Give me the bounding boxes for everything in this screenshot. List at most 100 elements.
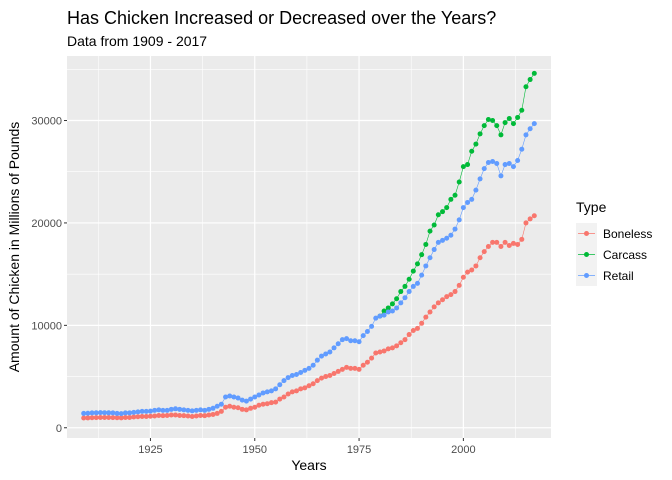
data-point-boneless xyxy=(360,362,366,368)
data-point-carcass xyxy=(465,162,471,168)
data-point-boneless xyxy=(456,282,462,288)
data-point-carcass xyxy=(490,118,496,124)
data-point-retail xyxy=(527,126,533,132)
data-point-retail xyxy=(277,382,283,388)
data-point-carcass xyxy=(435,212,441,218)
data-point-boneless xyxy=(81,415,87,421)
series-retail xyxy=(81,121,537,417)
data-point-retail xyxy=(510,164,516,170)
data-point-retail xyxy=(264,389,270,395)
data-point-retail xyxy=(410,283,416,289)
data-point-retail xyxy=(206,406,212,412)
data-point-retail xyxy=(481,166,487,172)
data-point-retail xyxy=(314,357,320,363)
data-point-carcass xyxy=(452,192,458,198)
data-point-retail xyxy=(281,378,287,384)
data-point-boneless xyxy=(389,345,395,351)
x-tick-label: 1925 xyxy=(138,444,162,456)
data-point-boneless xyxy=(273,399,279,405)
data-point-boneless xyxy=(344,364,350,370)
data-point-boneless xyxy=(218,408,224,414)
data-point-boneless xyxy=(498,243,504,249)
data-point-retail xyxy=(147,408,153,414)
legend-title: Type xyxy=(576,199,607,215)
data-point-retail xyxy=(106,410,112,416)
data-point-retail xyxy=(248,396,254,402)
data-point-carcass xyxy=(481,123,487,129)
data-point-carcass xyxy=(444,205,450,211)
x-tick-label: 1950 xyxy=(243,444,267,456)
data-point-retail xyxy=(114,410,120,416)
data-point-retail xyxy=(131,409,137,415)
data-point-retail xyxy=(327,349,333,355)
data-point-carcass xyxy=(469,148,475,154)
data-point-retail xyxy=(181,407,187,413)
data-point-retail xyxy=(293,372,299,377)
data-point-boneless xyxy=(239,406,245,412)
data-point-boneless xyxy=(373,350,379,356)
data-point-retail xyxy=(498,173,504,179)
data-point-retail xyxy=(389,308,395,314)
data-point-boneless xyxy=(394,343,400,349)
data-point-carcass xyxy=(515,114,521,120)
data-point-boneless xyxy=(177,412,183,418)
data-point-boneless xyxy=(502,239,508,245)
legend-key-point xyxy=(584,231,589,236)
data-point-retail xyxy=(302,367,308,373)
data-point-retail xyxy=(502,162,508,168)
data-point-boneless xyxy=(281,394,287,400)
data-point-boneless xyxy=(227,403,233,409)
data-point-retail xyxy=(469,196,475,202)
y-tick-label: 30000 xyxy=(31,116,62,128)
data-point-retail xyxy=(227,393,233,399)
data-point-boneless xyxy=(310,381,316,387)
data-point-retail xyxy=(348,338,354,344)
data-point-boneless xyxy=(248,405,254,411)
plot-panel xyxy=(67,56,551,438)
y-axis-title: Amount of Chicken in Millions of Pounds xyxy=(6,122,22,373)
data-point-boneless xyxy=(327,373,333,379)
data-point-retail xyxy=(331,345,337,351)
data-point-boneless xyxy=(510,240,516,246)
data-point-boneless xyxy=(406,332,412,338)
data-point-boneless xyxy=(268,400,274,406)
data-point-retail xyxy=(473,187,479,193)
data-point-retail xyxy=(156,407,162,413)
data-point-carcass xyxy=(414,261,420,267)
data-point-boneless xyxy=(102,415,108,421)
data-point-carcass xyxy=(460,164,466,170)
data-point-boneless xyxy=(302,385,308,391)
data-point-retail xyxy=(385,309,391,315)
data-point-boneless xyxy=(122,415,128,421)
data-point-carcass xyxy=(431,222,437,228)
data-point-boneless xyxy=(206,412,212,418)
data-point-boneless xyxy=(306,383,312,389)
data-point-retail xyxy=(177,406,183,412)
data-point-retail xyxy=(231,394,237,400)
data-point-boneless xyxy=(377,349,383,355)
data-point-retail xyxy=(89,410,95,416)
data-point-retail xyxy=(273,386,279,392)
data-point-boneless xyxy=(85,415,91,421)
data-point-retail xyxy=(110,410,116,416)
data-point-retail xyxy=(519,146,525,152)
data-point-retail xyxy=(406,289,412,295)
data-point-retail xyxy=(323,351,329,357)
data-point-retail xyxy=(189,408,195,414)
data-point-boneless xyxy=(385,346,391,352)
data-point-retail xyxy=(335,341,341,347)
data-point-carcass xyxy=(485,117,491,122)
data-point-retail xyxy=(360,333,366,339)
data-point-boneless xyxy=(135,414,141,420)
data-point-boneless xyxy=(289,389,295,395)
data-point-retail xyxy=(373,315,379,321)
data-point-boneless xyxy=(423,314,429,320)
data-point-retail xyxy=(398,300,404,306)
data-point-retail xyxy=(214,403,220,409)
data-point-boneless xyxy=(339,366,345,372)
data-point-boneless xyxy=(331,370,337,376)
data-point-retail xyxy=(127,410,133,416)
data-point-boneless xyxy=(469,267,475,273)
data-point-retail xyxy=(93,410,99,416)
data-point-boneless xyxy=(89,415,95,421)
